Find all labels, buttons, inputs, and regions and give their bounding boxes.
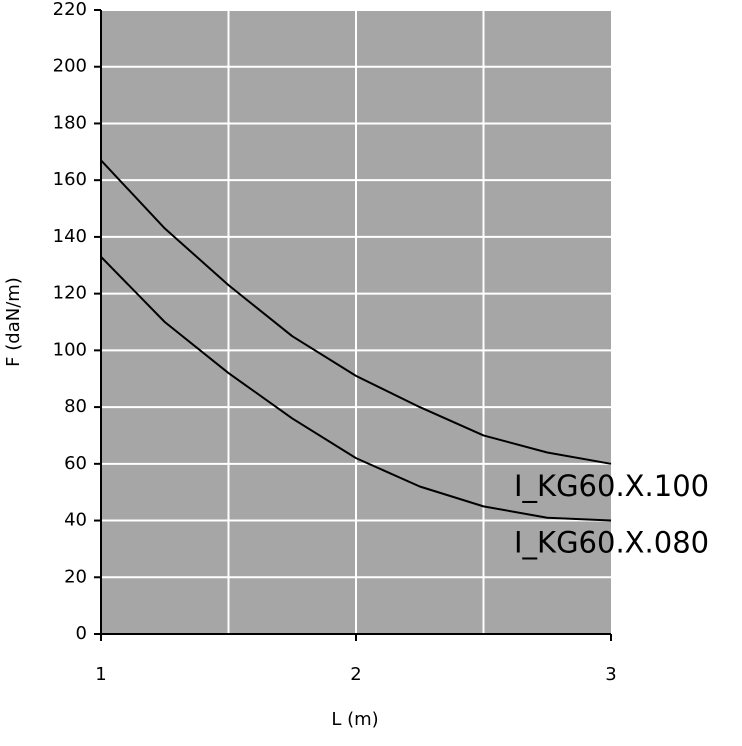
y-tick-label: 20 bbox=[64, 566, 87, 587]
x-tick-label: 1 bbox=[95, 664, 106, 685]
series-line bbox=[100, 159, 612, 465]
x-tick-label: 2 bbox=[350, 664, 361, 685]
y-tick-label: 80 bbox=[64, 396, 87, 417]
y-tick-label: 220 bbox=[53, 0, 87, 20]
y-tick-label: 40 bbox=[64, 510, 87, 531]
y-tick-label: 160 bbox=[53, 169, 87, 190]
x-tick-label: 3 bbox=[605, 664, 616, 685]
series-line bbox=[100, 256, 612, 522]
x-axis-title: L (m) bbox=[331, 709, 378, 730]
y-axis-title: F (daN/m) bbox=[3, 277, 24, 367]
y-tick-label: 60 bbox=[64, 453, 87, 474]
y-tick-label: 200 bbox=[53, 56, 87, 77]
series-label: I_KG60.X.080 bbox=[514, 526, 709, 560]
series-label: I_KG60.X.100 bbox=[514, 469, 709, 503]
y-tick-label: 180 bbox=[53, 112, 87, 133]
y-tick-label: 100 bbox=[53, 339, 87, 360]
y-tick-label: 0 bbox=[76, 623, 87, 644]
y-tick-label: 140 bbox=[53, 226, 87, 247]
y-tick-label: 120 bbox=[53, 283, 87, 304]
